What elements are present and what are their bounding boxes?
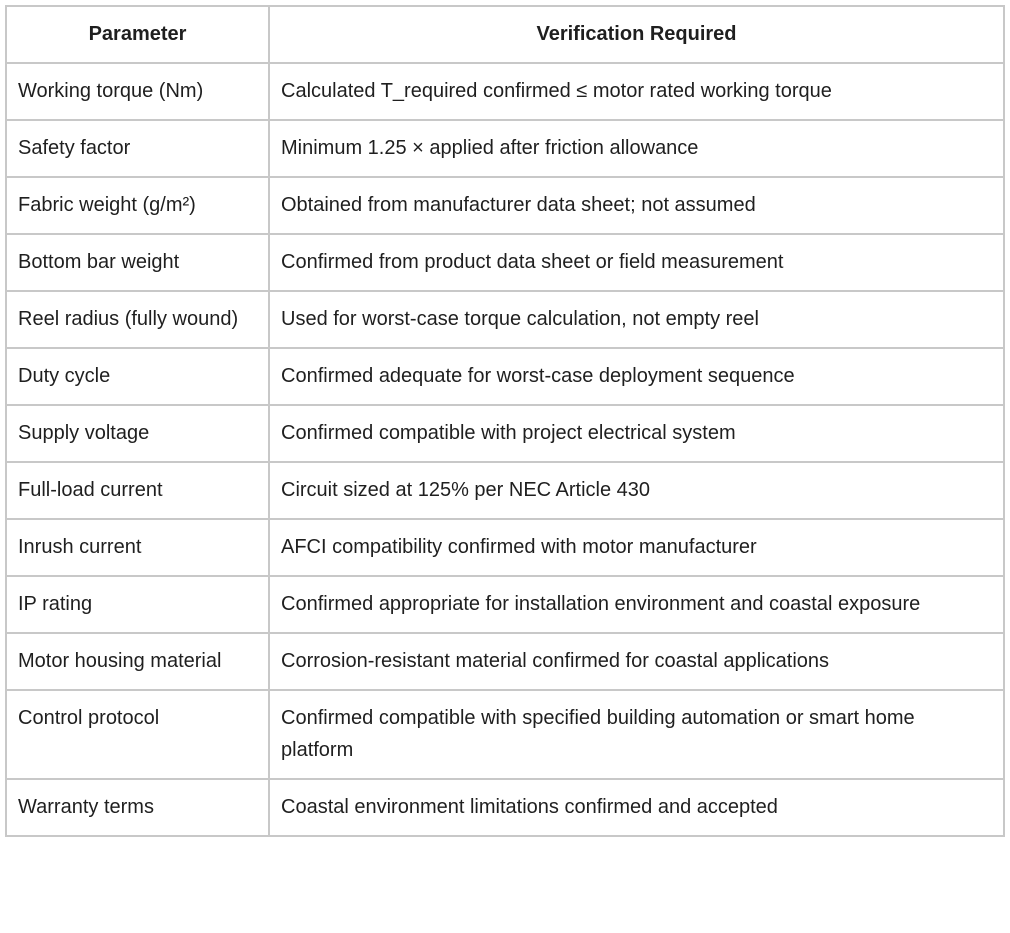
table-row: Duty cycle Confirmed adequate for worst-c… [5, 347, 1005, 406]
header-cell: Parameter [5, 5, 270, 64]
table-row: Fabric weight (g/m²) Obtained from manufa… [5, 176, 1005, 235]
table-body: Working torque (Nm) Calculated T_required… [5, 62, 1005, 837]
verification-cell: Confirmed appropriate for installation e… [268, 575, 1005, 634]
verification-cell: Confirmed from product data sheet or fie… [268, 233, 1005, 292]
table-row: Reel radius (fully wound) Used for worst-… [5, 290, 1005, 349]
parameter-cell: Full-load current [5, 461, 270, 520]
table-head: Parameter Verification Required [5, 5, 1005, 64]
parameter-cell: Fabric weight (g/m²) [5, 176, 270, 235]
table-row: Inrush current AFCI compatibility confirm… [5, 518, 1005, 577]
verification-cell: Confirmed compatible with project electr… [268, 404, 1005, 463]
table-row: Full-load current Circuit sized at 125% p… [5, 461, 1005, 520]
verification-table: Parameter Verification Required Working … [5, 5, 1005, 837]
parameter-cell: Working torque (Nm) [5, 62, 270, 121]
table-row: Bottom bar weight Confirmed from product … [5, 233, 1005, 292]
table-row: Safety factor Minimum 1.25 × applied afte… [5, 119, 1005, 178]
table-row: Working torque (Nm) Calculated T_required… [5, 62, 1005, 121]
verification-cell: Used for worst-case torque calculation, … [268, 290, 1005, 349]
parameter-cell: Motor housing material [5, 632, 270, 691]
parameter-cell: Warranty terms [5, 778, 270, 837]
header-row: Parameter Verification Required [5, 5, 1005, 64]
parameter-cell: Duty cycle [5, 347, 270, 406]
verification-cell: Confirmed adequate for worst-case deploy… [268, 347, 1005, 406]
parameter-cell: Inrush current [5, 518, 270, 577]
verification-cell: Confirmed compatible with specified buil… [268, 689, 1005, 780]
table-row: Supply voltage Confirmed compatible with … [5, 404, 1005, 463]
parameter-cell: Bottom bar weight [5, 233, 270, 292]
verification-cell: Calculated T_required confirmed ≤ motor … [268, 62, 1005, 121]
parameter-cell: Control protocol [5, 689, 270, 780]
table-row: Warranty terms Coastal environment limita… [5, 778, 1005, 837]
parameter-cell: Reel radius (fully wound) [5, 290, 270, 349]
table-row: IP rating Confirmed appropriate for insta… [5, 575, 1005, 634]
parameter-cell: IP rating [5, 575, 270, 634]
verification-cell: Circuit sized at 125% per NEC Article 43… [268, 461, 1005, 520]
header-cell: Verification Required [268, 5, 1005, 64]
verification-cell: Coastal environment limitations confirme… [268, 778, 1005, 837]
parameter-cell: Safety factor [5, 119, 270, 178]
verification-cell: Corrosion-resistant material confirmed f… [268, 632, 1005, 691]
verification-cell: Minimum 1.25 × applied after friction al… [268, 119, 1005, 178]
verification-cell: Obtained from manufacturer data sheet; n… [268, 176, 1005, 235]
verification-cell: AFCI compatibility confirmed with motor … [268, 518, 1005, 577]
table-row: Control protocol Confirmed compatible wit… [5, 689, 1005, 780]
parameter-cell: Supply voltage [5, 404, 270, 463]
table-row: Motor housing material Corrosion-resistan… [5, 632, 1005, 691]
